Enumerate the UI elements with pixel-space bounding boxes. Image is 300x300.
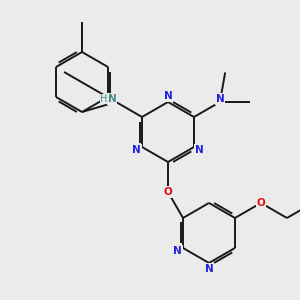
Text: N: N [132,145,141,155]
Text: O: O [256,198,265,208]
Text: N: N [108,94,116,104]
Text: N: N [164,91,172,101]
Text: O: O [164,187,172,197]
Text: N: N [195,145,204,155]
Text: N: N [216,94,224,104]
Text: N: N [173,246,182,256]
Text: N: N [205,264,213,274]
Text: H: H [100,94,108,104]
